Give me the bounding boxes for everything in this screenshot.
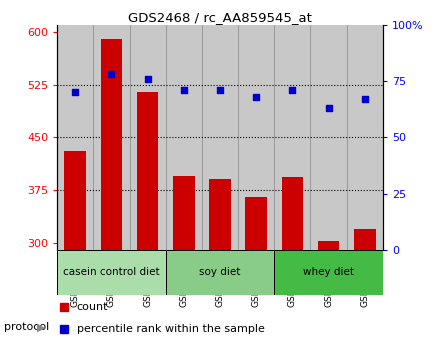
Bar — [274, 250, 383, 295]
Point — [180, 87, 187, 93]
Bar — [274, 25, 311, 250]
Bar — [238, 25, 274, 250]
Bar — [347, 25, 383, 250]
Text: percentile rank within the sample: percentile rank within the sample — [77, 324, 264, 333]
Text: ▶: ▶ — [37, 322, 46, 332]
Bar — [57, 25, 93, 250]
Point — [72, 90, 79, 95]
Bar — [137, 92, 158, 250]
Bar — [246, 197, 267, 250]
Text: casein control diet: casein control diet — [63, 267, 160, 277]
Bar — [209, 179, 231, 250]
Point — [325, 105, 332, 111]
Point — [216, 87, 224, 93]
Bar — [202, 25, 238, 250]
Bar — [282, 177, 303, 250]
Text: protocol: protocol — [4, 322, 50, 332]
Bar — [166, 25, 202, 250]
Bar — [101, 39, 122, 250]
Text: soy diet: soy diet — [199, 267, 241, 277]
Point — [108, 72, 115, 77]
Bar — [93, 25, 129, 250]
Bar — [311, 25, 347, 250]
Point — [253, 94, 260, 99]
Bar — [64, 152, 86, 250]
Bar — [57, 250, 166, 295]
Bar — [129, 25, 166, 250]
Bar — [173, 176, 194, 250]
Point — [361, 96, 368, 102]
Point — [289, 87, 296, 93]
Bar — [354, 229, 376, 250]
Text: count: count — [77, 302, 108, 313]
Text: whey diet: whey diet — [303, 267, 354, 277]
Bar — [166, 250, 274, 295]
Point — [144, 76, 151, 82]
Title: GDS2468 / rc_AA859545_at: GDS2468 / rc_AA859545_at — [128, 11, 312, 24]
Bar — [318, 241, 339, 250]
